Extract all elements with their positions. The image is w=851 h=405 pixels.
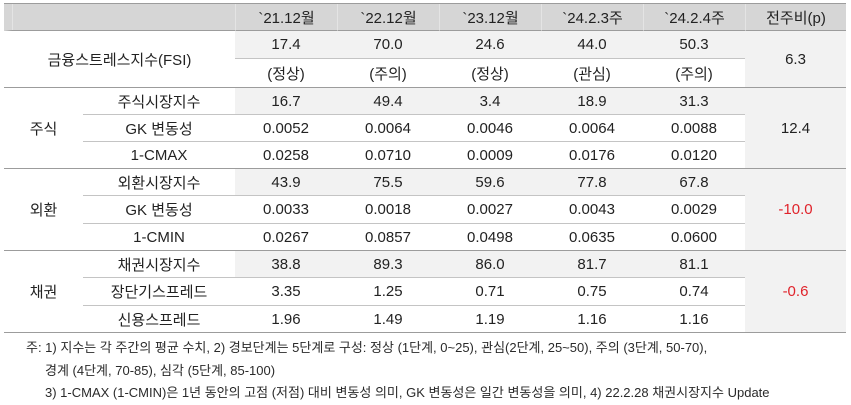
fsi-status: (주의) — [643, 59, 745, 88]
cell-value: 0.0064 — [541, 115, 643, 142]
header-cell-label — [4, 4, 235, 31]
footnote-line: 경계 (4단계, 70-85), 심각 (5단계, 85-100) — [45, 362, 276, 378]
cell-value: 1.49 — [337, 306, 439, 333]
financial-stress-table: `21.12월 `22.12월 `23.12월 `24.2.3주 `24.2.4… — [4, 3, 846, 333]
fsi-change: 6.3 — [745, 31, 846, 88]
cell-value: 0.0120 — [643, 142, 745, 169]
cell-value: 3.4 — [439, 88, 541, 115]
header-cell-2023-12: `23.12월 — [439, 4, 541, 31]
cell-value: 18.9 — [541, 88, 643, 115]
cell-value: 0.0046 — [439, 115, 541, 142]
fsi-status: (정상) — [439, 59, 541, 88]
cell-value: 0.0064 — [337, 115, 439, 142]
cell-value: 0.75 — [541, 278, 643, 306]
cell-value: 49.4 — [337, 88, 439, 115]
cell-value: 67.8 — [643, 169, 745, 196]
cell-value: 0.71 — [439, 278, 541, 306]
cell-value: 38.8 — [235, 251, 337, 278]
cell-value: 0.0176 — [541, 142, 643, 169]
cell-value: 1.25 — [337, 278, 439, 306]
fsi-label: 금융스트레스지수(FSI) — [4, 31, 235, 88]
cell-value: 0.0857 — [337, 224, 439, 251]
cell-value: 77.8 — [541, 169, 643, 196]
cell-value: 59.6 — [439, 169, 541, 196]
footnotes: 주: 1) 지수는 각 주간의 평균 수치, 2) 경보단계는 5단계로 구성:… — [26, 337, 770, 405]
footnote-line: 주: 1) 지수는 각 주간의 평균 수치, 2) 경보단계는 5단계로 구성:… — [26, 340, 708, 355]
cell-value: 0.0635 — [541, 224, 643, 251]
row-label: GK 변동성 — [83, 196, 235, 224]
group-category-stock: 주식 — [4, 88, 83, 169]
cell-value: 16.7 — [235, 88, 337, 115]
cell-value: 0.0029 — [643, 196, 745, 224]
fsi-value: 50.3 — [643, 31, 745, 59]
fsi-value: 24.6 — [439, 31, 541, 59]
cell-value: 0.0033 — [235, 196, 337, 224]
cell-value: 0.0258 — [235, 142, 337, 169]
group-change-bond: -0.6 — [745, 251, 846, 333]
group-change-fx: -10.0 — [745, 169, 846, 251]
cell-value: 0.0710 — [337, 142, 439, 169]
cell-value: 1.96 — [235, 306, 337, 333]
cell-value: 0.0009 — [439, 142, 541, 169]
header-cell-2022-12: `22.12월 — [337, 4, 439, 31]
cell-value: 0.0052 — [235, 115, 337, 142]
header-cell-2021-12: `21.12월 — [235, 4, 337, 31]
cell-value: 0.0043 — [541, 196, 643, 224]
header-cell-weekly-change: 전주비(p) — [745, 4, 846, 31]
cell-value: 0.74 — [643, 278, 745, 306]
cell-value: 89.3 — [337, 251, 439, 278]
cell-value: 0.0088 — [643, 115, 745, 142]
fsi-status: (관심) — [541, 59, 643, 88]
row-label: 외환시장지수 — [83, 169, 235, 196]
cell-value: 81.1 — [643, 251, 745, 278]
fsi-value: 17.4 — [235, 31, 337, 59]
row-label: 장단기스프레드 — [83, 278, 235, 306]
row-label: 신용스프레드 — [83, 306, 235, 333]
fsi-status: (주의) — [337, 59, 439, 88]
cell-value: 1.19 — [439, 306, 541, 333]
fsi-status: (정상) — [235, 59, 337, 88]
group-category-bond: 채권 — [4, 251, 83, 333]
row-label: 주식시장지수 — [83, 88, 235, 115]
cell-value: 0.0267 — [235, 224, 337, 251]
cell-value: 31.3 — [643, 88, 745, 115]
group-change-stock: 12.4 — [745, 88, 846, 169]
row-label: 채권시장지수 — [83, 251, 235, 278]
cell-value: 43.9 — [235, 169, 337, 196]
row-label: GK 변동성 — [83, 115, 235, 142]
cell-value: 81.7 — [541, 251, 643, 278]
header-cell-2024-2-w3: `24.2.3주 — [541, 4, 643, 31]
cell-value: 0.0018 — [337, 196, 439, 224]
header-cell-2024-2-w4: `24.2.4주 — [643, 4, 745, 31]
cell-value: 3.35 — [235, 278, 337, 306]
group-category-fx: 외환 — [4, 169, 83, 251]
row-label: 1-CMAX — [83, 142, 235, 169]
cell-value: 86.0 — [439, 251, 541, 278]
cell-value: 75.5 — [337, 169, 439, 196]
cell-value: 1.16 — [541, 306, 643, 333]
cell-value: 0.0027 — [439, 196, 541, 224]
cell-value: 0.0600 — [643, 224, 745, 251]
cell-value: 0.0498 — [439, 224, 541, 251]
fsi-value: 44.0 — [541, 31, 643, 59]
cell-value: 1.16 — [643, 306, 745, 333]
footnote-line: 3) 1-CMAX (1-CMIN)은 1년 동안의 고점 (저점) 대비 변동… — [45, 385, 770, 400]
row-label: 1-CMIN — [83, 224, 235, 251]
fsi-value: 70.0 — [337, 31, 439, 59]
